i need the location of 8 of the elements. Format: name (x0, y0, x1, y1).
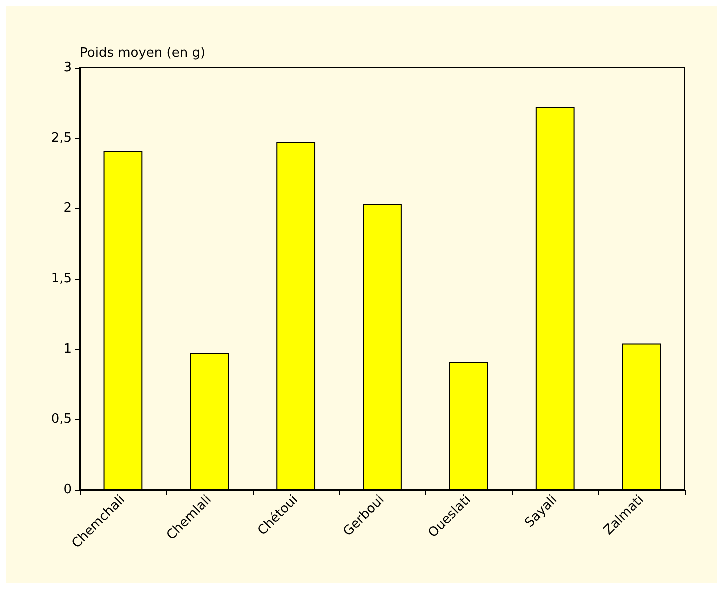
y-tick-label: 2 (64, 201, 72, 216)
y-axis-title: Poids moyen (en g) (80, 46, 206, 61)
y-tick-label: 2,5 (51, 130, 72, 146)
y-tick-label: 1,5 (51, 272, 72, 286)
y-tick-label: 3 (64, 60, 72, 76)
y-tick-label: 0 (64, 482, 72, 498)
y-tick-label: 0,5 (51, 412, 72, 428)
y-tick-label: 1 (64, 342, 72, 357)
